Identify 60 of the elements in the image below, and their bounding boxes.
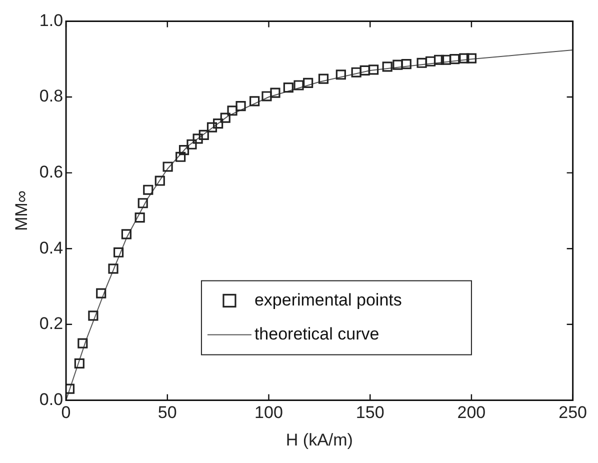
point bbox=[178, 145, 190, 156]
point bbox=[351, 67, 362, 78]
x-axis-title: H (kA/m) bbox=[286, 430, 353, 450]
point bbox=[459, 53, 470, 64]
x-tick-label: 150 bbox=[356, 403, 384, 422]
point bbox=[283, 82, 294, 93]
point bbox=[88, 310, 98, 321]
point bbox=[176, 152, 186, 162]
y-tick-label: 0.4 bbox=[39, 238, 64, 258]
point bbox=[198, 130, 209, 140]
point bbox=[466, 53, 477, 64]
point bbox=[121, 229, 132, 240]
y-axis-title: MM∞ bbox=[12, 190, 31, 231]
point bbox=[108, 264, 118, 274]
point bbox=[206, 122, 218, 132]
point bbox=[192, 134, 203, 144]
point bbox=[318, 74, 329, 84]
point bbox=[250, 96, 260, 106]
point bbox=[138, 198, 148, 208]
point bbox=[440, 54, 451, 65]
y-tick-label: 1.0 bbox=[39, 10, 64, 30]
point bbox=[303, 78, 314, 88]
x-tick-label: 0 bbox=[61, 403, 71, 422]
point bbox=[186, 139, 197, 150]
point bbox=[134, 212, 145, 223]
point bbox=[434, 54, 444, 65]
point bbox=[227, 106, 238, 116]
point bbox=[450, 54, 460, 64]
point bbox=[416, 58, 427, 68]
point bbox=[113, 247, 124, 258]
point bbox=[66, 384, 75, 394]
point bbox=[74, 358, 84, 368]
point bbox=[360, 65, 370, 76]
point bbox=[236, 101, 246, 112]
point bbox=[425, 56, 436, 66]
x-tick-label: 200 bbox=[457, 403, 486, 422]
point bbox=[96, 288, 106, 298]
point bbox=[294, 80, 304, 90]
point bbox=[382, 62, 392, 72]
point bbox=[270, 88, 280, 98]
y-tick-label: 0.0 bbox=[39, 390, 64, 409]
y-tick-label: 0.6 bbox=[39, 162, 64, 182]
point bbox=[401, 58, 412, 70]
point bbox=[368, 64, 379, 75]
x-tick-label: 250 bbox=[558, 403, 588, 422]
point bbox=[262, 91, 272, 102]
point bbox=[143, 184, 154, 195]
x-tick-label: 100 bbox=[254, 403, 283, 422]
point bbox=[162, 162, 173, 172]
x-tick-label: 50 bbox=[158, 403, 177, 422]
point bbox=[220, 112, 230, 123]
point bbox=[78, 338, 88, 348]
legend-label: theoretical curve bbox=[254, 324, 380, 344]
y-tick-label: 0.2 bbox=[39, 314, 64, 334]
point bbox=[392, 60, 403, 70]
point bbox=[213, 118, 224, 129]
legend-label: experimental points bbox=[254, 290, 402, 310]
point bbox=[336, 70, 346, 80]
point bbox=[154, 176, 165, 186]
y-tick-label: 0.8 bbox=[39, 86, 64, 106]
